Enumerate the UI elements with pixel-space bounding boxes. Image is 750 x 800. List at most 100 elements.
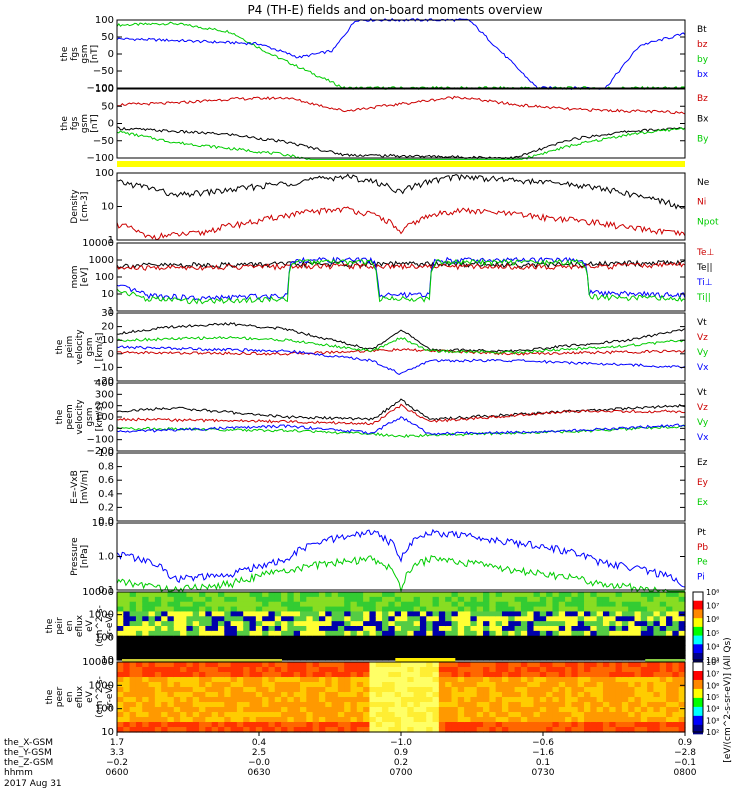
colorbar-tick-label: 10³ xyxy=(706,656,719,665)
heatmap-cell xyxy=(438,621,446,627)
heatmap-cell xyxy=(281,645,288,651)
heatmap-cell xyxy=(142,630,150,637)
heatmap-cell xyxy=(476,667,484,673)
heatmap-cell xyxy=(615,662,623,668)
panel-frame xyxy=(116,172,686,241)
heatmap-cell xyxy=(407,682,415,688)
heatmap-cell xyxy=(584,672,591,678)
heatmap-cell xyxy=(312,611,320,617)
heatmap-cell xyxy=(413,687,421,693)
heatmap-cell xyxy=(483,606,490,613)
heatmap-cell xyxy=(230,662,238,668)
heatmap-cell xyxy=(552,692,560,698)
legend-entry: Pb xyxy=(697,543,708,553)
heatmap-cell xyxy=(224,592,232,598)
series-Vy xyxy=(116,335,686,355)
heatmap-cell xyxy=(135,727,143,733)
heatmap-cell xyxy=(609,687,617,693)
heatmap-cell xyxy=(501,677,509,683)
heatmap-cell xyxy=(350,616,358,622)
heatmap-cell xyxy=(596,697,604,703)
heatmap-cell xyxy=(533,645,541,651)
heatmap-cell xyxy=(211,621,219,627)
heatmap-cell xyxy=(609,662,617,668)
heatmap-cell xyxy=(135,682,143,688)
heatmap-cell xyxy=(255,687,263,693)
series-Vx xyxy=(116,416,686,436)
heatmap-cell xyxy=(438,630,446,637)
heatmap-cell xyxy=(375,727,383,733)
heatmap-cell xyxy=(312,692,320,698)
heatmap-cell xyxy=(318,611,326,617)
heatmap-cell xyxy=(199,677,206,683)
heatmap-cell xyxy=(558,712,566,718)
heatmap-cell xyxy=(281,722,288,728)
heatmap-cell xyxy=(539,626,547,632)
heatmap-cell xyxy=(476,702,484,708)
colorbar-cell xyxy=(693,714,703,717)
heatmap-cell xyxy=(501,692,509,698)
heatmap-cell xyxy=(489,707,497,713)
heatmap-cell xyxy=(634,702,642,708)
heatmap-cell xyxy=(527,662,535,668)
heatmap-cell xyxy=(495,616,503,622)
heatmap-cell xyxy=(457,687,465,693)
heatmap-cell xyxy=(653,606,661,613)
heatmap-cell xyxy=(363,640,371,647)
heatmap-cell xyxy=(154,626,162,632)
heatmap-cell xyxy=(243,702,251,708)
heatmap-cell xyxy=(262,682,270,688)
colorbar-cell xyxy=(693,614,703,617)
heatmap-cell xyxy=(508,687,516,693)
heatmap-cell xyxy=(236,635,244,642)
heatmap-cell xyxy=(546,672,554,678)
heatmap-cell xyxy=(602,645,610,651)
heatmap-cell xyxy=(274,626,282,632)
heatmap-cell xyxy=(640,601,648,608)
heatmap-cell xyxy=(609,630,617,637)
heatmap-cell xyxy=(388,712,396,718)
heatmap-cell xyxy=(281,692,288,698)
heatmap-cell xyxy=(666,645,673,651)
heatmap-cell xyxy=(495,596,503,603)
heatmap-cell xyxy=(508,717,516,723)
heatmap-cell xyxy=(211,606,219,613)
heatmap-cell xyxy=(647,672,655,678)
heatmap-cell xyxy=(173,692,181,698)
heatmap-cell xyxy=(135,667,143,673)
heatmap-cell xyxy=(470,611,478,617)
heatmap-cell xyxy=(249,635,257,642)
heatmap-cell xyxy=(678,592,686,598)
heatmap-cell xyxy=(180,697,188,703)
heatmap-cell xyxy=(350,717,358,723)
heatmap-cell xyxy=(224,601,232,608)
heatmap-cell xyxy=(483,616,490,622)
heatmap-cell xyxy=(577,626,585,632)
heatmap-cell xyxy=(388,662,396,668)
heatmap-cell xyxy=(180,707,188,713)
heatmap-cell xyxy=(217,635,225,642)
heatmap-cell xyxy=(350,601,358,608)
heatmap-cell xyxy=(173,717,181,723)
heatmap-cell xyxy=(628,682,636,688)
heatmap-cell xyxy=(413,702,421,708)
heatmap-cell xyxy=(672,640,680,647)
y-tick-label: −100 xyxy=(87,83,114,94)
heatmap-cell xyxy=(495,702,503,708)
heatmap-cell xyxy=(483,655,490,661)
heatmap-cell xyxy=(117,697,124,703)
heatmap-cell xyxy=(236,592,244,598)
heatmap-cell xyxy=(262,592,270,598)
heatmap-cell xyxy=(249,702,257,708)
heatmap-cell xyxy=(230,707,238,713)
heatmap-cell xyxy=(470,672,478,678)
heatmap-cell xyxy=(539,672,547,678)
heatmap-cell xyxy=(527,635,535,642)
heatmap-cell xyxy=(666,606,673,613)
heatmap-cell xyxy=(464,640,472,647)
heatmap-cell xyxy=(584,682,591,688)
heatmap-cell xyxy=(293,727,301,733)
heatmap-cell xyxy=(640,592,648,598)
heatmap-cell xyxy=(167,645,175,651)
